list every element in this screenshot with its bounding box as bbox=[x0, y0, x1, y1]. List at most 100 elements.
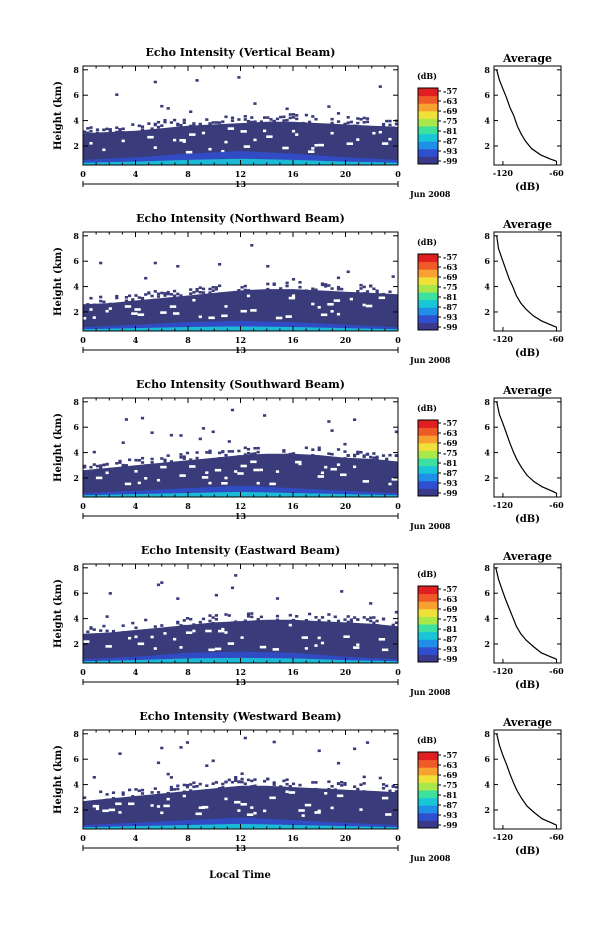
avg-x-tick-label: -60 bbox=[549, 500, 564, 510]
colorbar-segment bbox=[418, 133, 438, 142]
colorbar-segment bbox=[418, 616, 438, 625]
y-tick-label: 2 bbox=[73, 473, 79, 483]
echo-heatmap bbox=[83, 736, 398, 829]
x-tick-label: 4 bbox=[133, 833, 139, 843]
colorbar-tick-label: -69 bbox=[443, 770, 458, 780]
x-tick-label: 0 bbox=[80, 833, 86, 843]
avg-y-tick-label: 6 bbox=[484, 588, 490, 598]
y-tick-label: 4 bbox=[73, 282, 79, 292]
colorbar-segment bbox=[418, 458, 438, 467]
average-title: Average bbox=[502, 716, 552, 729]
x-tick-label: 0 bbox=[395, 501, 401, 511]
colorbar-segment bbox=[418, 322, 438, 331]
colorbar-tick-label: -69 bbox=[443, 604, 458, 614]
x-tick-label: 16 bbox=[287, 169, 299, 179]
colorbar-segment bbox=[418, 601, 438, 610]
x-tick-label: 16 bbox=[287, 501, 299, 511]
x-tick-label: 0 bbox=[395, 667, 401, 677]
colorbar-segment bbox=[418, 450, 438, 459]
colorbar-tick-label: -99 bbox=[443, 488, 458, 498]
x-tick-label: 8 bbox=[185, 833, 191, 843]
y-tick-label: 8 bbox=[73, 729, 79, 739]
average-frame bbox=[493, 65, 562, 166]
day-label: 13 bbox=[235, 345, 247, 355]
y-tick-label: 6 bbox=[73, 422, 79, 432]
echo-layer bbox=[83, 619, 398, 663]
y-axis-label: Height (km) bbox=[53, 579, 64, 648]
colorbar-unit: (dB) bbox=[417, 71, 437, 81]
colorbar-segment bbox=[418, 141, 438, 150]
echo-layer bbox=[83, 121, 398, 165]
x-tick-label: 16 bbox=[287, 667, 299, 677]
colorbar-segment bbox=[418, 767, 438, 776]
colorbar-segment bbox=[418, 797, 438, 806]
colorbar-tick-label: -63 bbox=[443, 594, 458, 604]
x-tick-label: 12 bbox=[235, 833, 246, 843]
colorbar-segment bbox=[418, 646, 438, 655]
echo-heatmap bbox=[83, 574, 398, 663]
y-tick-label: 6 bbox=[73, 90, 79, 100]
colorbar-tick-label: -75 bbox=[443, 780, 457, 790]
colorbar-segment bbox=[418, 148, 438, 157]
average-title: Average bbox=[502, 218, 552, 231]
x-tick-label: 8 bbox=[185, 667, 191, 677]
y-axis-label: Height (km) bbox=[53, 413, 64, 482]
panel-4: Echo Intensity (Westward Beam) 2 4 6 8 Height… bbox=[53, 710, 564, 863]
colorbar-segment bbox=[418, 586, 438, 595]
avg-x-label: (dB) bbox=[515, 348, 540, 359]
y-tick-label: 8 bbox=[73, 563, 79, 573]
colorbar-tick-label: -93 bbox=[443, 644, 458, 654]
colorbar-tick-label: -87 bbox=[443, 634, 457, 644]
colorbar-segment bbox=[418, 805, 438, 814]
colorbar-segment bbox=[418, 442, 438, 451]
x-tick-label: 0 bbox=[80, 667, 86, 677]
colorbar-segment bbox=[418, 820, 438, 829]
average-title: Average bbox=[502, 384, 552, 397]
echo-layer bbox=[83, 453, 398, 497]
colorbar-tick-label: -69 bbox=[443, 106, 458, 116]
x-tick-label: 0 bbox=[80, 501, 86, 511]
day-label: 13 bbox=[235, 677, 247, 687]
colorbar-segment bbox=[418, 593, 438, 602]
average-frame bbox=[493, 729, 562, 830]
colorbar-tick-label: -57 bbox=[443, 252, 457, 262]
avg-x-tick-label: -120 bbox=[493, 168, 513, 178]
x-tick-label: 20 bbox=[340, 833, 352, 843]
avg-x-tick-label: -60 bbox=[549, 168, 564, 178]
panel-3: Echo Intensity (Eastward Beam) 2 4 6 8 Height… bbox=[53, 544, 564, 697]
colorbar-segment bbox=[418, 110, 438, 119]
colorbar-tick-label: -69 bbox=[443, 438, 458, 448]
avg-y-tick-label: 4 bbox=[484, 780, 490, 790]
colorbar-segment bbox=[418, 314, 438, 323]
avg-x-tick-label: -120 bbox=[493, 334, 513, 344]
colorbar-segment bbox=[418, 435, 438, 444]
colorbar-tick-label: -57 bbox=[443, 418, 457, 428]
colorbar-tick-label: -63 bbox=[443, 96, 458, 106]
avg-y-tick-label: 4 bbox=[484, 282, 490, 292]
colorbar-tick-label: -81 bbox=[443, 790, 457, 800]
x-tick-label: 8 bbox=[185, 169, 191, 179]
avg-y-tick-label: 6 bbox=[484, 90, 490, 100]
colorbar-tick-label: -75 bbox=[443, 448, 457, 458]
average-title: Average bbox=[502, 550, 552, 563]
y-tick-label: 4 bbox=[73, 614, 79, 624]
date-label: Jun 2008 bbox=[409, 189, 451, 199]
x-tick-label: 16 bbox=[287, 833, 299, 843]
y-tick-label: 2 bbox=[73, 307, 79, 317]
day-label: 13 bbox=[235, 843, 247, 853]
colorbar-tick-label: -63 bbox=[443, 428, 458, 438]
colorbar-unit: (dB) bbox=[417, 735, 437, 745]
colorbar-tick-label: -87 bbox=[443, 302, 457, 312]
panel-2: Echo Intensity (Southward Beam) 2 4 6 8 Heigh… bbox=[53, 378, 564, 531]
avg-x-tick-label: -120 bbox=[493, 500, 513, 510]
y-tick-label: 2 bbox=[73, 805, 79, 815]
colorbar-tick-label: -87 bbox=[443, 468, 457, 478]
x-tick-label: 0 bbox=[80, 169, 86, 179]
colorbar-tick-label: -75 bbox=[443, 614, 457, 624]
x-tick-label: 12 bbox=[235, 501, 246, 511]
colorbar-tick-label: -93 bbox=[443, 478, 458, 488]
avg-x-label: (dB) bbox=[515, 514, 540, 525]
echo-layer bbox=[83, 785, 398, 829]
colorbar-tick-label: -93 bbox=[443, 810, 458, 820]
